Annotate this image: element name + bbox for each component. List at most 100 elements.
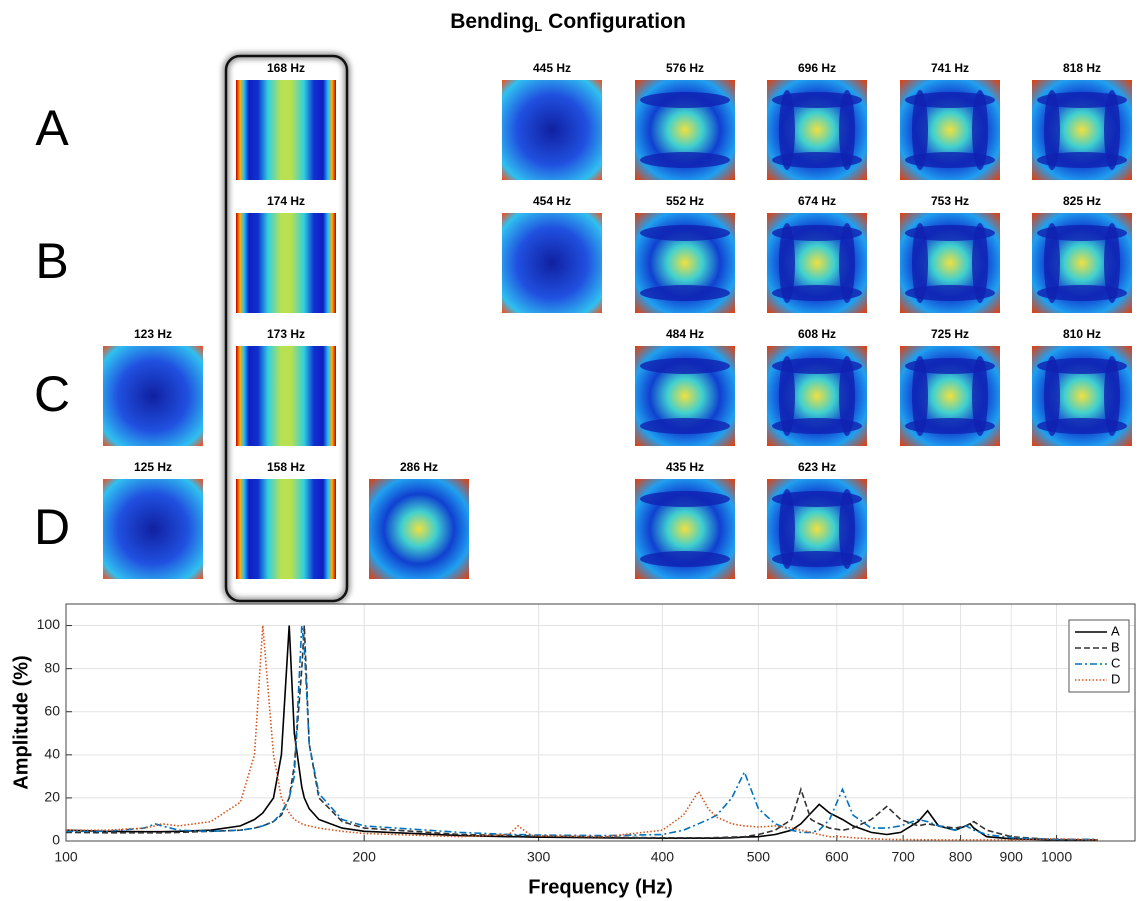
mode-shape [900, 213, 1000, 313]
mode-shape [1032, 80, 1132, 180]
mode-node [640, 491, 730, 507]
mode-shape [900, 80, 1000, 180]
mode-shape [767, 213, 867, 313]
mode-node [912, 356, 928, 436]
mode-shape [236, 346, 336, 446]
mode-shape [1032, 213, 1132, 313]
figure: BendingLConfiguration A168 Hz445 Hz576 H… [0, 0, 1137, 901]
mode-node [640, 358, 730, 374]
mode-frequency: 445 Hz [533, 61, 571, 75]
mode-node [839, 223, 855, 303]
mode-shape [900, 346, 1000, 446]
mode-node [1104, 223, 1120, 303]
mode-shape [103, 346, 203, 446]
y-tick-label: 100 [37, 616, 61, 632]
mode-shape [1032, 346, 1132, 446]
legend-label: A [1111, 623, 1120, 638]
mode-frequency: 552 Hz [666, 194, 704, 208]
row-label: C [34, 366, 70, 422]
mode-node [779, 90, 795, 170]
mode-node [972, 356, 988, 436]
title-subscript: L [534, 19, 542, 34]
mode-image [236, 80, 336, 180]
mode-image [103, 479, 203, 579]
plot-area [66, 604, 1135, 841]
mode-image [236, 213, 336, 313]
x-tick-label: 900 [1000, 849, 1024, 865]
mode-node [1104, 90, 1120, 170]
row-label: D [34, 499, 70, 555]
mode-frequency: 696 Hz [798, 61, 836, 75]
mode-frequency: 174 Hz [267, 194, 305, 208]
legend-label: B [1111, 639, 1120, 654]
y-tick-label: 0 [52, 832, 60, 848]
x-axis-label: Frequency (Hz) [528, 876, 672, 898]
mode-frequency: 125 Hz [134, 460, 172, 474]
x-tick-label: 700 [891, 849, 915, 865]
mode-frequency: 825 Hz [1063, 194, 1101, 208]
mode-frequency: 674 Hz [798, 194, 836, 208]
mode-node [1044, 223, 1060, 303]
mode-shape [236, 80, 336, 180]
y-tick-label: 80 [44, 659, 60, 675]
mode-shape [635, 479, 735, 579]
mode-frequency: 725 Hz [931, 327, 969, 341]
figure-title: BendingL Configuration [450, 10, 686, 35]
mode-node [839, 356, 855, 436]
mode-frequency: 818 Hz [1063, 61, 1101, 75]
mode-frequency: 741 Hz [931, 61, 969, 75]
mode-frequency: 286 Hz [400, 460, 438, 474]
mode-node [640, 551, 730, 567]
row-label: B [35, 233, 68, 289]
mode-image [502, 213, 602, 313]
mode-node [839, 489, 855, 569]
x-tick-label: 600 [825, 849, 849, 865]
mode-node [640, 92, 730, 108]
mode-node [972, 223, 988, 303]
y-tick-label: 60 [44, 702, 60, 718]
mode-shape [236, 213, 336, 313]
x-tick-label: 800 [949, 849, 973, 865]
mode-shape [502, 213, 602, 313]
x-tick-label: 500 [747, 849, 771, 865]
mode-node [640, 225, 730, 241]
mode-shape [635, 213, 735, 313]
mode-node [779, 489, 795, 569]
mode-frequency: 484 Hz [666, 327, 704, 341]
mode-shape [502, 80, 602, 180]
mode-shape [369, 479, 469, 579]
mode-node [912, 90, 928, 170]
x-tick-label: 300 [527, 849, 551, 865]
mode-shape [767, 346, 867, 446]
mode-node [839, 90, 855, 170]
legend-label: C [1111, 655, 1120, 670]
x-tick-label: 100 [54, 849, 78, 865]
mode-frequency: 158 Hz [267, 460, 305, 474]
mode-shape [635, 80, 735, 180]
title-suffix: Configuration [548, 10, 686, 33]
mode-frequency: 810 Hz [1063, 327, 1101, 341]
mode-node [640, 285, 730, 301]
mode-shape [767, 479, 867, 579]
mode-shape [103, 479, 203, 579]
mode-frequency: 173 Hz [267, 327, 305, 341]
mode-node [1104, 356, 1120, 436]
mode-frequency: 454 Hz [533, 194, 571, 208]
title-text: Bending [450, 10, 534, 33]
mode-image [502, 80, 602, 180]
mode-node [1044, 90, 1060, 170]
y-axis-label: Amplitude (%) [10, 655, 32, 789]
mode-frequency: 168 Hz [267, 61, 305, 75]
y-tick-label: 20 [44, 789, 60, 805]
x-tick-label: 400 [651, 849, 675, 865]
mode-image [236, 479, 336, 579]
mode-grid: A168 Hz445 Hz576 Hz696 Hz741 Hz818 HzB17… [34, 61, 1132, 579]
mode-frequency: 753 Hz [931, 194, 969, 208]
mode-shape [236, 479, 336, 579]
mode-image [103, 346, 203, 446]
x-tick-label: 1000 [1041, 849, 1072, 865]
mode-node [779, 223, 795, 303]
mode-frequency: 123 Hz [134, 327, 172, 341]
mode-node [1044, 356, 1060, 436]
